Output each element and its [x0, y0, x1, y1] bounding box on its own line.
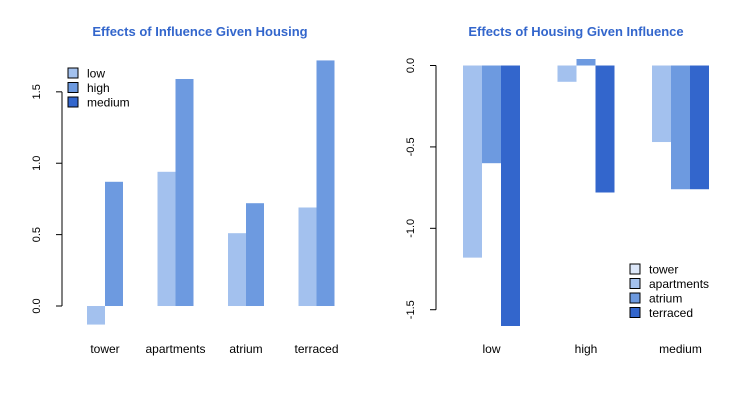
y-tick-label: 0.0	[31, 298, 43, 313]
y-tick-label: -1.0	[405, 219, 417, 238]
bar-atrium	[595, 65, 615, 193]
chart-title: Effects of Housing Given Influence	[468, 24, 683, 39]
legend-label: terraced	[649, 306, 693, 320]
y-tick-label: 1.5	[31, 84, 43, 99]
legend-swatch	[629, 278, 641, 289]
legend-label: medium	[87, 96, 130, 110]
y-tick-label: -1.5	[405, 300, 417, 319]
y-axis: 0.0 -0.5 -1.0 -1.5	[405, 58, 437, 319]
bar-high	[228, 233, 246, 307]
bar-medium	[246, 203, 264, 307]
legend-label: atrium	[649, 292, 682, 306]
y-tick-label: 0.0	[405, 58, 417, 73]
bar-tower	[652, 65, 671, 143]
bar-apartments	[671, 65, 690, 190]
y-tick-label: -0.5	[405, 137, 417, 156]
category-labels: low high medium	[482, 342, 701, 356]
bar-high	[157, 171, 176, 307]
x-tick-label: high	[575, 342, 598, 356]
legend-swatch	[67, 67, 79, 79]
legend-label: apartments	[649, 277, 709, 291]
legend-swatch	[629, 263, 641, 275]
bar-atrium	[501, 65, 520, 326]
x-tick-label: medium	[659, 342, 702, 356]
legend-label: tower	[649, 263, 678, 277]
legend-swatch	[629, 307, 641, 318]
bar-tower	[557, 65, 577, 82]
bar-medium	[316, 60, 335, 307]
x-tick-label: apartments	[145, 342, 205, 356]
bar-high	[298, 207, 317, 307]
x-tick-label: atrium	[229, 342, 262, 356]
legend-label: high	[87, 81, 110, 95]
y-tick-label: 0.5	[31, 227, 43, 242]
x-tick-label: low	[482, 342, 500, 356]
x-tick-label: tower	[90, 342, 119, 356]
chart-influence-given-housing: Effects of Influence Given Housing 0.00.…	[31, 24, 339, 356]
x-tick-label: terraced	[294, 342, 338, 356]
chart-housing-given-influence: Effects of Housing Given Influence 0.0 -0…	[405, 24, 709, 356]
category-labels: tower apartments atrium terraced	[90, 342, 338, 356]
bar-atrium	[690, 65, 709, 190]
bar-medium	[105, 181, 123, 307]
legend-label: low	[87, 67, 105, 81]
bars	[87, 60, 335, 325]
legend-swatch	[67, 82, 79, 93]
y-tick-label: 1.0	[31, 156, 43, 171]
chart-title: Effects of Influence Given Housing	[92, 24, 307, 39]
bars	[463, 59, 709, 326]
bar-medium	[175, 78, 194, 307]
bar-apartments	[576, 59, 596, 66]
legend-swatch	[67, 96, 79, 108]
bar-apartments	[482, 65, 501, 164]
legend-swatch	[629, 292, 641, 304]
bar-tower	[463, 65, 482, 258]
bar-high	[87, 306, 105, 325]
y-axis: 0.0 0.5 1.0 1.5	[31, 84, 63, 314]
